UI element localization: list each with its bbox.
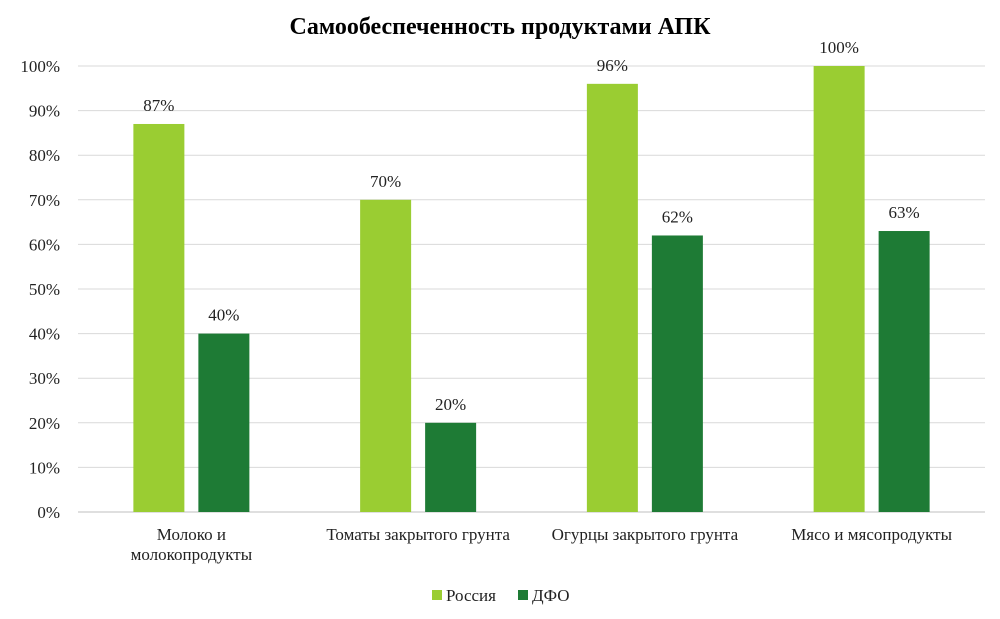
y-tick-label: 40% — [29, 325, 60, 344]
y-tick-label: 80% — [29, 146, 60, 165]
chart-title: Самообеспеченность продуктами АПК — [289, 14, 711, 40]
data-label: 100% — [819, 38, 859, 57]
data-label: 62% — [662, 207, 693, 226]
legend-swatch — [518, 590, 528, 600]
legend-label: ДФО — [532, 586, 570, 605]
data-label: 63% — [889, 203, 920, 222]
x-tick-label: Огурцы закрытого грунта — [552, 525, 739, 544]
x-tick-label: Томаты закрытого грунта — [326, 525, 510, 544]
y-tick-label: 10% — [29, 458, 60, 477]
bar-dfo — [651, 235, 703, 513]
y-tick-label: 100% — [20, 57, 60, 76]
y-tick-label: 50% — [29, 280, 60, 299]
bar-russia — [133, 123, 185, 512]
bar-dfo — [878, 231, 930, 512]
legend: Россия ДФО — [432, 586, 570, 605]
y-tick-label: 70% — [29, 191, 60, 210]
legend-label: Россия — [446, 586, 496, 605]
x-axis: Молоко и молокопродукты Томаты закрытого г… — [131, 525, 953, 564]
legend-swatch — [432, 590, 442, 600]
x-tick-label: Мясо и мясопродукты — [791, 525, 952, 544]
y-tick-label: 30% — [29, 369, 60, 388]
bar-dfo — [198, 333, 250, 512]
data-label: 96% — [597, 56, 628, 75]
data-label: 87% — [143, 96, 174, 115]
bars: 87% 40% 70% 20% 96% 62% 100% 63% — [133, 38, 930, 513]
bar-russia — [586, 83, 638, 512]
data-label: 20% — [435, 395, 466, 414]
y-axis: 0% 10% 20% 30% 40% 50% 60% 70% 80% 90% 100% — [20, 57, 60, 522]
bar-dfo — [425, 422, 477, 512]
bar-russia — [360, 199, 412, 513]
x-tick-label: Молоко и молокопродукты — [131, 525, 253, 564]
y-tick-label: 0% — [37, 503, 60, 522]
y-tick-label: 60% — [29, 235, 60, 254]
y-tick-label: 20% — [29, 414, 60, 433]
bar-russia — [813, 66, 865, 512]
y-tick-label: 90% — [29, 102, 60, 121]
data-label: 70% — [370, 172, 401, 191]
data-label: 40% — [208, 306, 239, 325]
